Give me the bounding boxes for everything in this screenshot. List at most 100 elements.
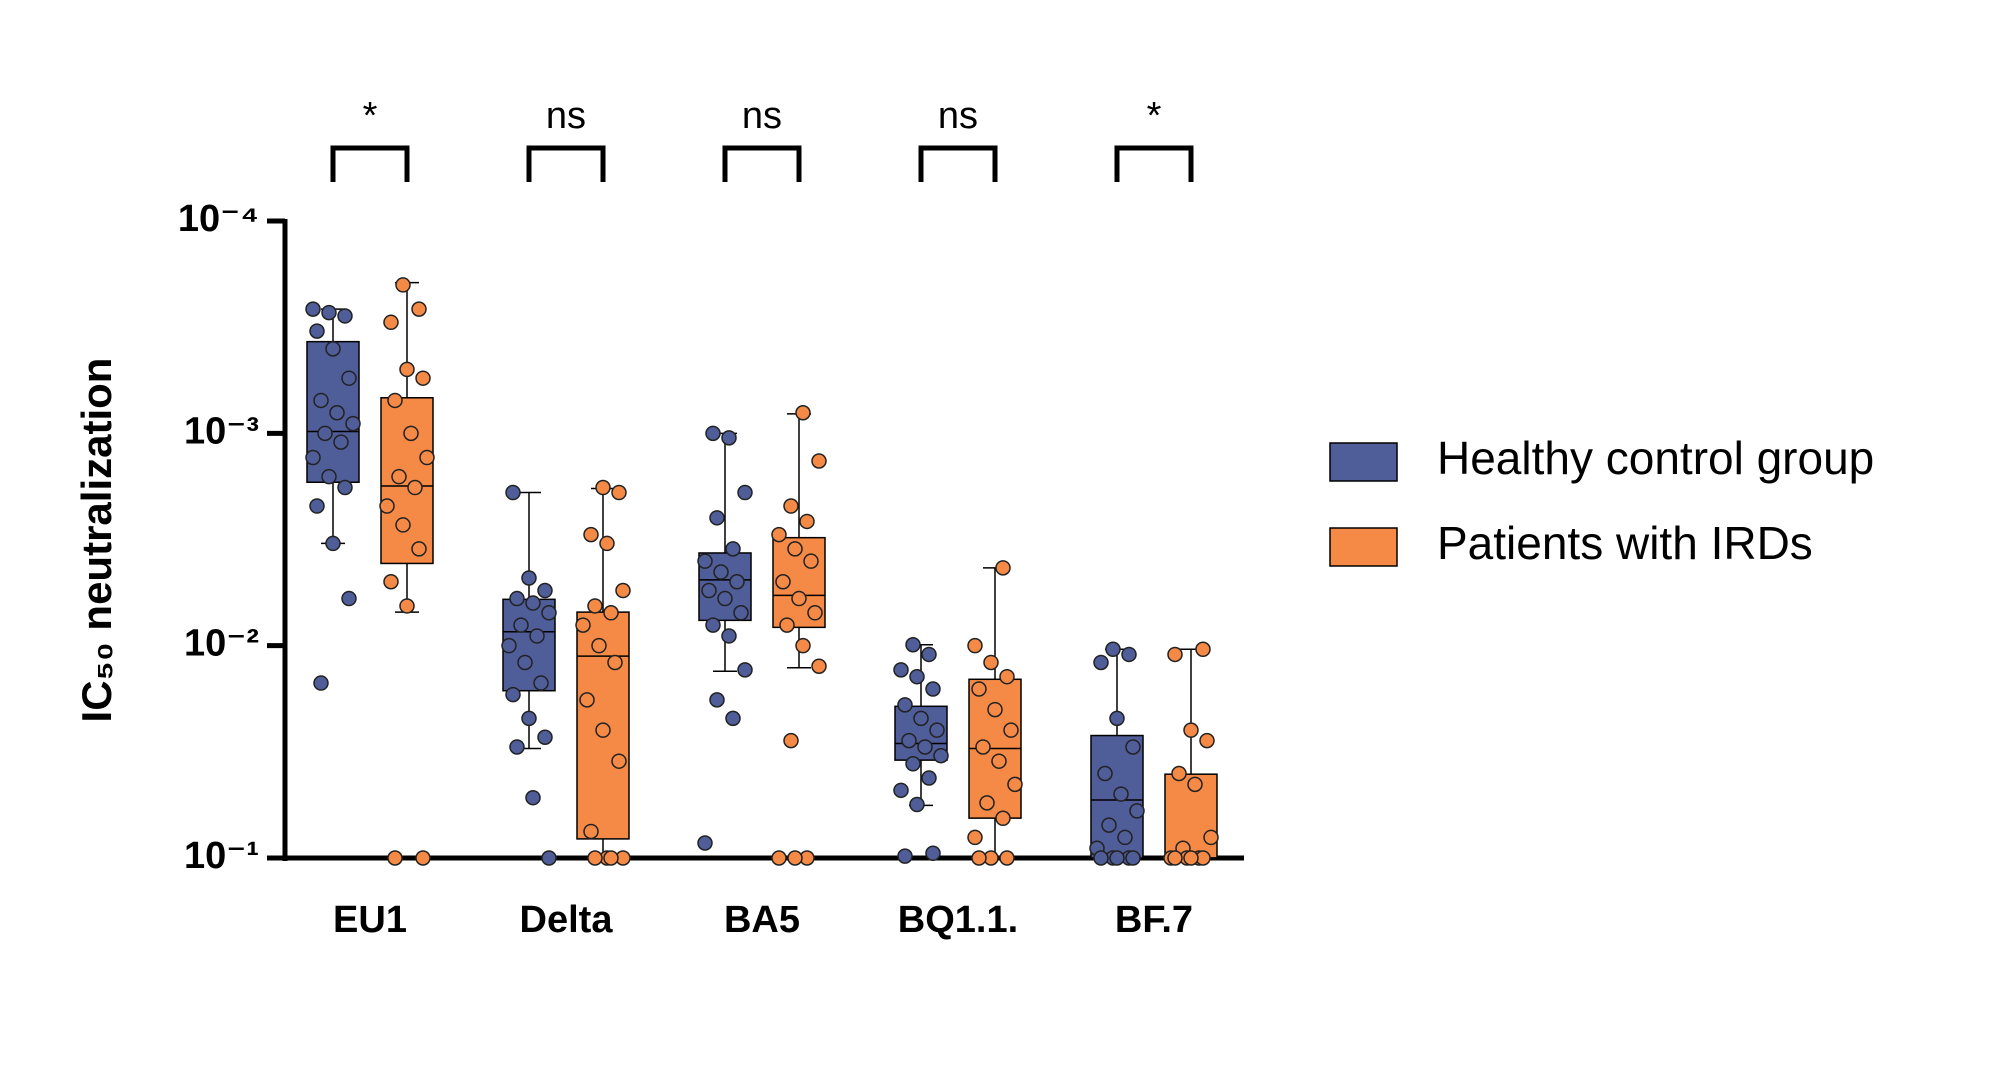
data-point bbox=[811, 453, 827, 469]
data-point bbox=[395, 277, 411, 293]
data-point bbox=[533, 675, 549, 691]
data-point bbox=[1117, 829, 1133, 846]
data-point bbox=[607, 654, 623, 671]
significance-bracket bbox=[1114, 145, 1194, 182]
data-point bbox=[999, 668, 1015, 685]
data-point bbox=[791, 590, 807, 607]
data-point bbox=[1101, 817, 1117, 833]
data-point bbox=[595, 479, 611, 496]
significance-label: * bbox=[1147, 95, 1162, 137]
data-point bbox=[399, 598, 415, 614]
data-point bbox=[787, 850, 803, 866]
data-point bbox=[345, 415, 361, 432]
data-point bbox=[1003, 722, 1019, 738]
data-point bbox=[525, 789, 541, 806]
data-point bbox=[509, 739, 525, 755]
data-point bbox=[509, 590, 525, 607]
data-point bbox=[725, 541, 741, 557]
data-point bbox=[309, 498, 325, 514]
data-point bbox=[599, 535, 615, 552]
data-point bbox=[1183, 850, 1199, 866]
y-tick-label: 10⁻⁴ bbox=[178, 198, 259, 240]
data-point bbox=[415, 370, 431, 386]
data-point bbox=[929, 722, 945, 738]
data-point bbox=[967, 637, 983, 654]
significance-label: * bbox=[363, 95, 378, 137]
data-point bbox=[983, 654, 999, 671]
data-point bbox=[403, 425, 419, 442]
data-point bbox=[893, 782, 909, 799]
data-point bbox=[729, 573, 745, 590]
data-point bbox=[995, 810, 1011, 827]
data-point bbox=[901, 732, 917, 749]
x-tick-label: BQ1.1. bbox=[898, 899, 1018, 941]
data-point bbox=[615, 582, 631, 599]
data-point bbox=[709, 692, 725, 708]
data-point bbox=[1125, 739, 1141, 755]
data-point bbox=[325, 535, 341, 552]
data-point bbox=[925, 681, 941, 697]
data-point bbox=[337, 308, 353, 324]
data-point bbox=[933, 748, 949, 764]
data-point bbox=[541, 850, 557, 866]
data-point bbox=[795, 637, 811, 654]
data-point bbox=[971, 850, 987, 866]
data-point bbox=[1093, 654, 1109, 671]
data-point bbox=[505, 686, 521, 703]
data-point bbox=[579, 692, 595, 708]
data-point bbox=[305, 449, 321, 466]
data-point bbox=[1171, 765, 1187, 782]
box bbox=[380, 397, 434, 565]
significance-bracket bbox=[330, 145, 410, 182]
data-point bbox=[803, 553, 819, 569]
data-point bbox=[697, 553, 713, 569]
data-point bbox=[967, 829, 983, 846]
legend-swatch bbox=[1329, 527, 1398, 567]
data-point bbox=[513, 617, 529, 633]
legend-label: Patients with IRDs bbox=[1437, 517, 1813, 569]
data-point bbox=[537, 582, 553, 599]
data-point bbox=[1199, 732, 1215, 749]
x-tick-label: Delta bbox=[520, 899, 614, 941]
y-tick-label: 10⁻² bbox=[184, 623, 259, 665]
data-point bbox=[1121, 646, 1137, 663]
data-point bbox=[987, 701, 1003, 718]
data-point bbox=[807, 605, 823, 621]
data-point bbox=[1167, 646, 1183, 663]
data-point bbox=[905, 756, 921, 772]
data-point bbox=[697, 835, 713, 851]
data-point bbox=[505, 484, 521, 501]
data-point bbox=[521, 570, 537, 586]
data-point bbox=[1203, 829, 1219, 846]
data-point bbox=[1097, 765, 1113, 782]
significance-bracket bbox=[526, 145, 606, 182]
data-point bbox=[717, 590, 733, 607]
data-point bbox=[705, 425, 721, 442]
data-point bbox=[799, 513, 815, 530]
data-point bbox=[1105, 641, 1121, 658]
data-point bbox=[1183, 722, 1199, 738]
data-point bbox=[391, 468, 407, 485]
data-point bbox=[775, 573, 791, 590]
data-point bbox=[771, 850, 787, 866]
legend-swatch bbox=[1329, 442, 1398, 482]
data-point bbox=[583, 526, 599, 543]
data-point bbox=[529, 628, 545, 644]
y-axis-label: IC₅₀ neutralization bbox=[73, 358, 120, 723]
x-tick-label: BA5 bbox=[724, 899, 800, 941]
data-point bbox=[591, 637, 607, 654]
data-point bbox=[1007, 776, 1023, 793]
data-point bbox=[909, 796, 925, 813]
data-point bbox=[587, 850, 603, 866]
data-point bbox=[1093, 850, 1109, 866]
data-point bbox=[705, 617, 721, 633]
data-point bbox=[587, 598, 603, 614]
data-point bbox=[721, 430, 737, 446]
data-point bbox=[909, 668, 925, 685]
data-point bbox=[771, 526, 787, 543]
data-point bbox=[419, 449, 435, 466]
data-point bbox=[317, 425, 333, 442]
data-point bbox=[1113, 786, 1129, 802]
data-point bbox=[713, 564, 729, 580]
